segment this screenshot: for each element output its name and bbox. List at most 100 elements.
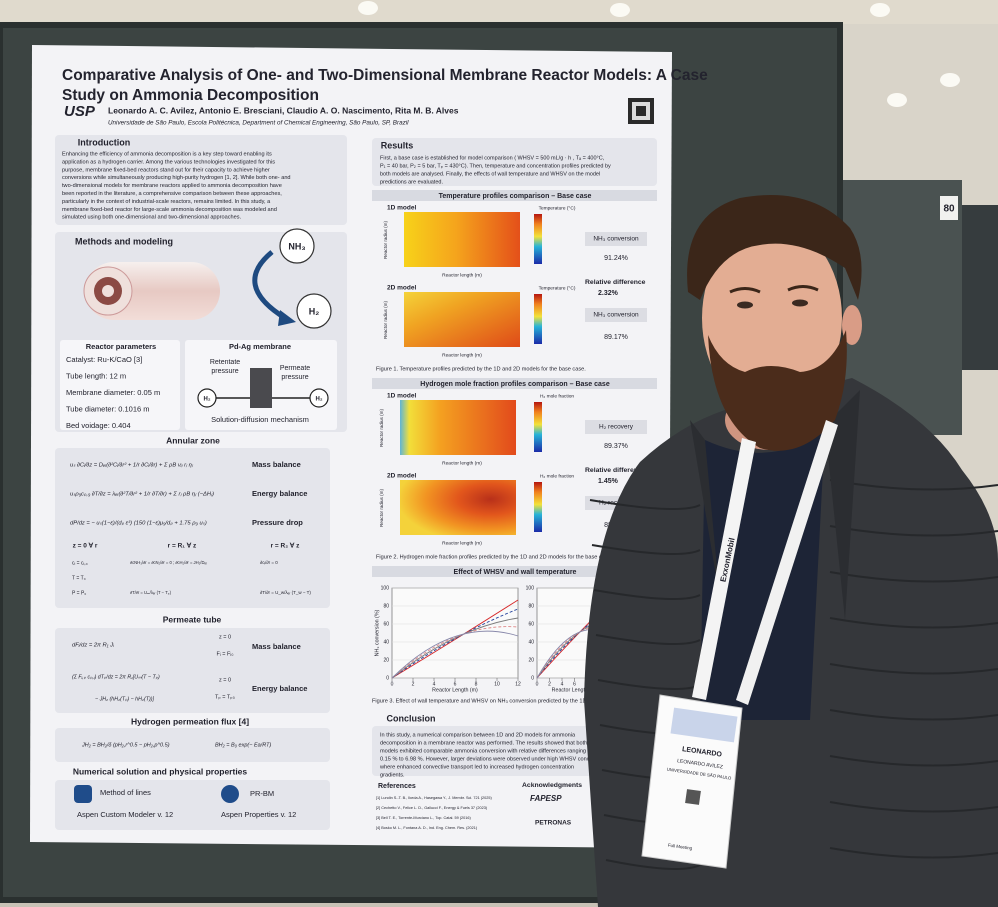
parameter: Bed voidage: 0.404 bbox=[66, 421, 131, 430]
results-box bbox=[372, 138, 657, 186]
params-box bbox=[60, 340, 180, 430]
model-label: 1D model bbox=[387, 393, 416, 400]
metric-label: NH₃ conversion bbox=[593, 312, 639, 319]
intro-box bbox=[55, 135, 347, 225]
molecule-circle bbox=[296, 293, 332, 329]
ceiling-light bbox=[940, 73, 960, 87]
boundary-condition: ∂cNH₃/∂r = ∂cN₂/∂r = 0 ; ∂cH₂/∂r = JH₂/D… bbox=[130, 560, 207, 565]
ear bbox=[842, 305, 862, 345]
board-number-box bbox=[940, 196, 958, 220]
equation: dFᵢ/dz = 2π R₁ Jᵢ bbox=[72, 643, 114, 649]
model-label: 1D model bbox=[387, 205, 416, 212]
molecule-label: H₂ bbox=[309, 306, 320, 316]
lanyard bbox=[692, 438, 756, 700]
ceiling-light bbox=[887, 93, 907, 107]
colorbar bbox=[534, 214, 542, 264]
colorbar-label: Temperature (°C) bbox=[539, 285, 576, 291]
axis-label: Reactor radius (m) bbox=[379, 489, 384, 528]
curve bbox=[391, 630, 519, 679]
colorbar-label: H₂ mole fraction bbox=[540, 393, 574, 399]
box-heading: Reactor parameters bbox=[86, 342, 156, 351]
molecule-label: H₂ bbox=[316, 397, 323, 403]
section-heading: Permeate tube bbox=[163, 614, 222, 624]
conclusion-text: decomposition in a membrane reactor was … bbox=[380, 740, 587, 746]
curve bbox=[391, 608, 519, 679]
x-tick-label: 10 bbox=[494, 681, 500, 687]
reference: [1] Lundin S.-T. B., Ikeda A., Hasegawa … bbox=[376, 796, 492, 800]
figure-caption: Figure 3. Effect of wall temperature and… bbox=[372, 698, 628, 704]
colorbar-label: H₂ mole fraction bbox=[540, 473, 574, 479]
eye bbox=[792, 299, 808, 307]
boundary-condition: cᵢ = cᵢ,₀ bbox=[72, 560, 88, 566]
x-tick-label: 4 bbox=[561, 681, 564, 687]
x-tick-label: 0 bbox=[536, 681, 539, 687]
difference-value: 2.32% bbox=[598, 290, 619, 297]
equation: (Σ Fᵢ,ₚ cₚ,ᵢ) dTₚ/dz = 2π R₁[Uₘ(T − Tₚ) bbox=[72, 674, 160, 680]
heading-bar bbox=[372, 190, 657, 201]
equation-label: Energy balance bbox=[252, 489, 307, 498]
boundary-condition: z = 0 bbox=[219, 634, 231, 640]
axis-label: Reactor Length (m) bbox=[552, 687, 598, 693]
equation: BH₂ = B₀ exp(− Ea/RT) bbox=[215, 742, 271, 748]
badge-banner bbox=[670, 707, 738, 743]
difference-label: Relative difference bbox=[585, 467, 646, 474]
results-text: P₁ = 40 bar, P₂ = 5 bar, Tₚ = 430°C). Th… bbox=[380, 163, 611, 169]
section-heading: Hydrogen permeation flux [4] bbox=[131, 716, 249, 726]
figure-heading: Effect of WHSV and wall temperature bbox=[454, 569, 577, 576]
equation-label: Mass balance bbox=[252, 642, 301, 651]
section-heading: Methods and modeling bbox=[75, 236, 173, 246]
metric-value: 91.24% bbox=[604, 255, 628, 262]
y-tick-label: 100 bbox=[381, 585, 390, 591]
tube-hole bbox=[102, 285, 114, 297]
axis-label: Reactor length (m) bbox=[442, 460, 482, 466]
heading-bar bbox=[372, 566, 657, 577]
metric-value: 89.17% bbox=[604, 334, 628, 341]
section-heading: Conclusion bbox=[387, 713, 436, 723]
boundary-condition: z = 0 bbox=[219, 677, 231, 683]
y-tick-label: 80 bbox=[383, 603, 389, 609]
conclusion-text: where enhanced convective transport led … bbox=[379, 764, 574, 770]
eyebrow bbox=[729, 285, 819, 294]
molecule-label: NH₃ bbox=[288, 241, 305, 251]
heatmap bbox=[400, 400, 516, 455]
jacket-quilt bbox=[605, 847, 998, 870]
section-heading: Acknowledgments bbox=[522, 782, 582, 789]
jacket-collar bbox=[690, 390, 860, 620]
ceiling-light bbox=[610, 3, 630, 17]
equation: uₛρ₉cₚ,₉ ∂T/∂z = λₑᵣ(∂²T/∂r² + 1/r ∂T/∂r… bbox=[70, 491, 214, 498]
axis-label: Reactor length (m) bbox=[442, 540, 482, 546]
intro-text: Enhancing the efficiency of ammonia deco… bbox=[62, 151, 272, 157]
box-heading: Pd-Ag membrane bbox=[229, 342, 291, 351]
intro-text: conversions while simultaneously produci… bbox=[62, 175, 291, 181]
method-icon bbox=[74, 785, 92, 803]
numerical-item: Method of lines bbox=[100, 788, 151, 797]
axis-label: Reactor length (m) bbox=[442, 352, 482, 358]
arrow-head bbox=[278, 310, 296, 326]
section-heading: Numerical solution and physical properti… bbox=[73, 766, 248, 776]
difference-label: Relative difference bbox=[585, 279, 646, 286]
boundary-condition: ∂T/∂r = U_w/λₑᵣ (T_w − T) bbox=[260, 590, 311, 595]
heading-bar bbox=[372, 378, 657, 389]
results-text: predictions are evaluated. bbox=[380, 179, 443, 185]
intro-text: application as a hydrogen carrier. Among… bbox=[62, 159, 275, 165]
membrane-caption: Solution-diffusion mechanism bbox=[211, 415, 309, 424]
section-heading: References bbox=[378, 783, 416, 790]
y-tick-label: 0 bbox=[386, 675, 389, 681]
numerical-box bbox=[55, 780, 330, 830]
equation: − JH₂ (hH₂(Tₚ) − hH₂(T))] bbox=[95, 696, 154, 702]
x-tick-label: 2 bbox=[548, 681, 551, 687]
boundary-condition: Fᵢ = Fᵢ₀ bbox=[217, 651, 234, 657]
y-tick-label: 100 bbox=[526, 585, 535, 591]
boundary-condition: P = P₀ bbox=[72, 590, 86, 596]
boundary-condition: ∂T/∂r = Uₘ/λₑᵣ (T − Tₚ) bbox=[130, 590, 172, 595]
far-board bbox=[962, 205, 998, 370]
results-text: First, a base case is established for mo… bbox=[380, 155, 605, 161]
membrane-label: pressure bbox=[281, 374, 308, 381]
ceiling bbox=[0, 0, 998, 24]
boundary-condition: Tₚ = Tₚ₀ bbox=[215, 694, 235, 700]
x-tick-label: 0 bbox=[391, 681, 394, 687]
jacket-quilt bbox=[593, 571, 998, 600]
y-tick-label: 80 bbox=[528, 603, 534, 609]
model-label: 2D model bbox=[387, 473, 416, 480]
